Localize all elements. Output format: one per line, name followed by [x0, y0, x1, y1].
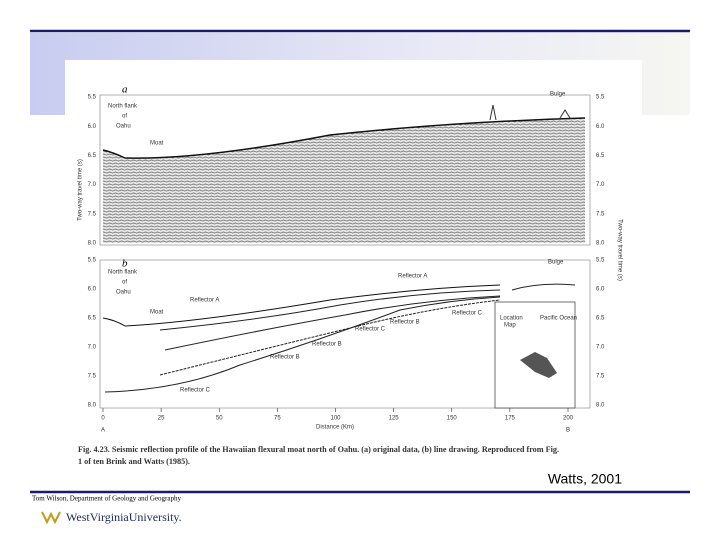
- label: Reflector B: [270, 355, 300, 361]
- x-tick-label: 125: [389, 416, 400, 422]
- seismic-section: [103, 118, 585, 243]
- label: Oahu: [116, 290, 131, 296]
- y-tick-label: 5.5: [88, 258, 97, 264]
- seamount: [489, 104, 571, 121]
- x-tick-label: 150: [447, 416, 458, 422]
- axis-title: Two-way travel time (s): [78, 159, 84, 221]
- panel-label: b: [122, 258, 128, 270]
- label: Reflector C: [355, 327, 386, 333]
- y-tick-label: 6.5: [88, 316, 97, 322]
- label: Reflector A: [398, 274, 427, 280]
- y-tick-label: 6.5: [88, 153, 97, 159]
- panel-frame: [99, 94, 591, 246]
- label: of: [122, 280, 127, 286]
- y-tick-label: 7.5: [88, 374, 97, 380]
- y-tick-label: 5.5: [596, 95, 605, 101]
- end-label: B: [566, 428, 570, 434]
- islands: [520, 352, 557, 378]
- caption: Fig. 4.23. Seismic reflection profile of…: [78, 445, 559, 454]
- panel-label: a: [122, 84, 128, 96]
- x-tick-label: 75: [274, 416, 281, 422]
- figure: a North flank of Oahu Moat Bulge b North…: [78, 84, 623, 434]
- x-tick-label: 175: [505, 416, 516, 422]
- credit: Watts, 2001: [548, 471, 622, 487]
- label: Reflector B: [390, 320, 420, 326]
- x-tick-label: 50: [216, 416, 223, 422]
- seafloor: [102, 117, 586, 159]
- y-tick-label: 6.0: [88, 124, 97, 130]
- label: Reflector C: [452, 311, 483, 317]
- y-tick-label: 6.0: [596, 124, 605, 130]
- y-tick-label: 7.0: [88, 345, 97, 351]
- y-tick-label: 6.5: [596, 153, 605, 159]
- label: Map: [504, 323, 516, 329]
- x-tick-label: 200: [563, 416, 574, 422]
- y-tick-label: 7.0: [596, 345, 605, 351]
- reflector-line: [159, 289, 501, 331]
- y-tick-label: 7.0: [88, 182, 97, 188]
- seafloor: [102, 284, 501, 327]
- x-tick-label: 0: [101, 416, 105, 422]
- label: Bulge: [548, 260, 564, 266]
- axis-title: Two-way travel time (s): [616, 219, 622, 281]
- label: Pacific Ocean: [540, 316, 577, 322]
- label: Reflector B: [312, 342, 342, 348]
- x-tick-label: 100: [330, 416, 341, 422]
- label: North flank: [108, 270, 138, 276]
- label: Reflector A: [190, 298, 219, 304]
- y-tick-label: 7.5: [88, 211, 97, 217]
- reflector-line: [164, 295, 501, 351]
- label: Bulge: [550, 92, 566, 98]
- y-tick-label: 6.0: [596, 287, 605, 293]
- end-label: A: [101, 428, 105, 434]
- label: Reflector C: [180, 388, 211, 394]
- reflector-line: [159, 299, 501, 376]
- y-tick-label: 8.0: [88, 241, 97, 247]
- y-tick-label: 5.5: [88, 95, 97, 101]
- label: Location: [500, 316, 523, 322]
- caption: 1 of ten Brink and Watts (1985).: [78, 457, 190, 466]
- y-tick-label: 5.5: [596, 258, 605, 264]
- axis-title: Distance (Km): [316, 425, 354, 431]
- x-tick-label: 25: [158, 416, 165, 422]
- label: Moat: [150, 310, 164, 316]
- label: Moat: [150, 141, 164, 147]
- y-tick-label: 7.0: [596, 182, 605, 188]
- y-tick-label: 6.5: [596, 316, 605, 322]
- footer-author: Tom Wilson, Department of Geology and Ge…: [32, 495, 181, 503]
- y-tick-label: 7.5: [596, 374, 605, 380]
- bulge-line: [511, 283, 576, 291]
- label: of: [122, 114, 127, 120]
- y-tick-label: 7.5: [596, 211, 605, 217]
- basement: [104, 296, 501, 393]
- y-tick-label: 8.0: [88, 403, 97, 409]
- y-tick-label: 8.0: [596, 403, 605, 409]
- label: Oahu: [116, 124, 131, 130]
- panel-frame: [99, 259, 591, 409]
- wvu-logo: [41, 511, 61, 525]
- footer-university: WestVirginiaUniversity.: [66, 510, 182, 524]
- y-tick-label: 6.0: [88, 287, 97, 293]
- y-tick-label: 8.0: [596, 241, 605, 247]
- label: North flank: [108, 104, 138, 110]
